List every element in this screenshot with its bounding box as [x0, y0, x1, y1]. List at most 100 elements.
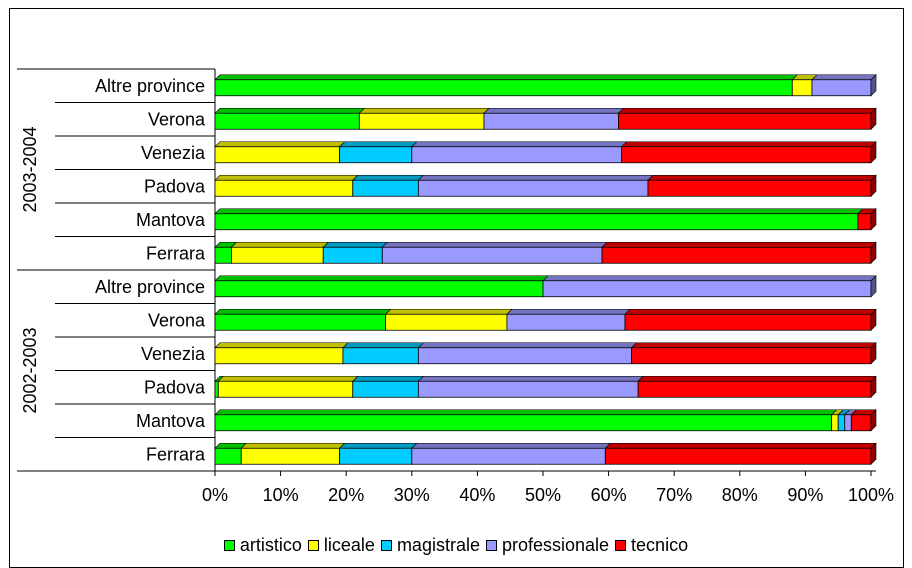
legend-label-artistico: artistico [239, 535, 302, 555]
bar-professionale-venezia-top [417, 342, 638, 349]
bar-magistrale-padova-top [352, 174, 425, 181]
legend-item-artistico: artistico [223, 535, 302, 556]
category-label-altre-province: Altre province [95, 76, 205, 96]
bar-artistico-verona-top [214, 308, 392, 315]
bar-artistico-mantova [214, 213, 859, 231]
bar-tecnico-mantova [850, 414, 872, 432]
bar-end-padova [870, 174, 877, 197]
bar-artistico-verona [214, 313, 386, 331]
bar-professionale-venezia-top [411, 141, 628, 148]
bar-tecnico-padova [647, 179, 872, 197]
bar-professionale-altre-province-top [542, 275, 877, 282]
legend-swatch-tecnico [615, 540, 627, 551]
bar-tecnico-verona-top [617, 107, 877, 114]
bar-magistrale-venezia-top [338, 141, 418, 148]
legend-label-tecnico: tecnico [631, 535, 689, 555]
bar-liceale-verona-top [358, 107, 490, 114]
bar-end-mantova [870, 409, 877, 432]
bar-professionale-altre-province [542, 280, 872, 298]
category-label-verona: Verona [148, 310, 206, 330]
bar-professionale-ferrara-top [381, 241, 608, 248]
bar-professionale-verona-top [483, 107, 625, 114]
bar-artistico-mantova [214, 414, 833, 432]
bar-liceale-venezia-top [214, 141, 346, 148]
bar-artistico-altre-province-top [214, 74, 799, 81]
legend-item-tecnico: tecnico [615, 535, 688, 556]
bar-magistrale-venezia-top [342, 342, 425, 349]
category-label-mantova: Mantova [136, 411, 206, 431]
bar-end-mantova [870, 208, 877, 231]
bar-professionale-ferrara [411, 447, 606, 465]
bar-tecnico-venezia-top [630, 342, 877, 349]
bar-end-verona [870, 308, 877, 331]
bar-artistico-ferrara [214, 246, 232, 264]
bar-end-ferrara [870, 442, 877, 465]
bar-artistico-ferrara [214, 447, 242, 465]
legend-swatch-liceale [307, 540, 319, 551]
legend-label-magistrale: magistrale [396, 535, 480, 555]
bar-tecnico-verona-top [624, 308, 877, 315]
bar-tecnico-ferrara-top [604, 442, 877, 449]
bar-tecnico-venezia [621, 146, 872, 164]
bar-end-altre-province [870, 74, 877, 97]
bar-end-altre-province [870, 275, 877, 298]
bar-professionale-altre-province [811, 79, 872, 97]
legend: artistico liceale magistrale professionale t… [0, 535, 912, 556]
x-tick-label: 60% [591, 485, 627, 505]
bar-liceale-altre-province [791, 79, 813, 97]
group-label: 2003-2004 [20, 126, 40, 212]
bar-tecnico-padova [637, 380, 872, 398]
bar-liceale-mantova [831, 414, 839, 432]
bar-artistico-verona-top [214, 107, 366, 114]
bar-end-venezia [870, 141, 877, 164]
bar-liceale-padova [214, 179, 354, 197]
legend-label-liceale: liceale [323, 535, 375, 555]
x-tick-label: 50% [525, 485, 561, 505]
bar-artistico-altre-province [214, 79, 793, 97]
bar-liceale-ferrara-top [240, 442, 346, 449]
x-tick-label: 0% [202, 485, 228, 505]
bar-tecnico-venezia [631, 347, 872, 365]
bar-liceale-padova-top [217, 375, 359, 382]
x-tick-label: 100% [848, 485, 894, 505]
bar-professionale-padova [417, 380, 639, 398]
group-label: 2002-2003 [20, 327, 40, 413]
bar-magistrale-padova-top [352, 375, 425, 382]
bar-liceale-venezia [214, 347, 344, 365]
bar-tecnico-venezia-top [620, 141, 877, 148]
bar-professionale-verona [506, 313, 626, 331]
bar-liceale-ferrara [240, 447, 341, 465]
bar-professionale-altre-province-top [811, 74, 877, 81]
bar-end-venezia [870, 342, 877, 365]
bar-liceale-ferrara-top [230, 241, 329, 248]
legend-item-liceale: liceale [307, 535, 375, 556]
bar-professionale-venezia [417, 347, 632, 365]
bar-tecnico-verona [624, 313, 872, 331]
x-tick-label: 80% [722, 485, 758, 505]
bar-professionale-ferrara-top [411, 442, 612, 449]
category-label-venezia: Venezia [141, 143, 206, 163]
bar-tecnico-padova-top [647, 174, 877, 181]
legend-swatch-professionale [485, 540, 497, 551]
bar-magistrale-mantova [837, 414, 846, 432]
bar-professionale-venezia [411, 146, 623, 164]
bar-professionale-padova-top [417, 174, 654, 181]
x-tick-label: 90% [787, 485, 823, 505]
x-tick-label: 30% [394, 485, 430, 505]
bar-magistrale-ferrara-top [338, 442, 418, 449]
bar-tecnico-ferrara [601, 246, 872, 264]
category-label-altre-province: Altre province [95, 277, 205, 297]
legend-swatch-artistico [223, 540, 235, 551]
bar-magistrale-padova [352, 179, 419, 197]
bar-tecnico-mantova [857, 213, 872, 231]
bar-liceale-padova [217, 380, 354, 398]
bar-liceale-verona-top [384, 308, 513, 315]
category-label-padova: Padova [144, 176, 206, 196]
legend-item-magistrale: magistrale [380, 535, 480, 556]
bar-professionale-ferrara [381, 246, 603, 264]
bar-magistrale-venezia [342, 347, 419, 365]
x-tick-label: 40% [459, 485, 495, 505]
bar-artistico-mantova-top [214, 208, 864, 215]
bar-professionale-padova [417, 179, 649, 197]
